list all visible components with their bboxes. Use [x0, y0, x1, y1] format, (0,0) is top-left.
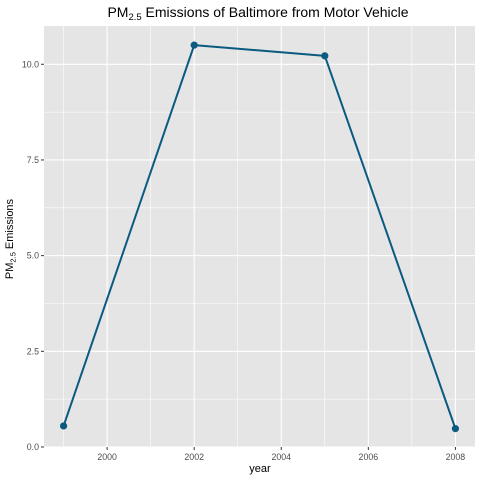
data-point	[451, 425, 460, 433]
series-emissions	[59, 41, 460, 433]
y-tick-label: 10.0	[22, 59, 39, 69]
y-tick-label: 5.0	[27, 251, 39, 261]
axis-ticks	[41, 63, 456, 450]
y-tick-label: 0.0	[27, 442, 39, 452]
y-axis-title-subscript: 2.5	[9, 252, 18, 262]
data-point	[190, 41, 198, 49]
chart-title-subscript: 2.5	[128, 12, 141, 23]
x-axis-title: year	[249, 463, 271, 475]
x-tick-label: 2004	[271, 452, 291, 462]
chart-title-rest: Emissions of Baltimore from Motor Vehicl…	[142, 4, 409, 20]
tick-labels: 2000 2002 2004 2006 2008 0.0 2.5 5.0 7.5 10.0	[22, 59, 465, 462]
chart-title-pm: PM	[107, 4, 128, 20]
y-axis-title-rest: Emissions	[4, 198, 16, 252]
x-tick-label: 2002	[184, 452, 204, 462]
x-tick-label: 2000	[97, 452, 117, 462]
series-line	[62, 44, 457, 429]
x-tick-label: 2008	[446, 452, 466, 462]
grid-lines	[44, 26, 475, 448]
x-tick-label: 2006	[359, 452, 379, 462]
y-axis-title-pm: PM	[4, 263, 16, 280]
plot-panel	[44, 26, 475, 447]
data-point	[59, 422, 68, 430]
y-tick-label: 2.5	[27, 346, 39, 356]
y-axis-title: PM2.5 Emissions	[4, 198, 18, 279]
y-tick-label: 7.5	[27, 155, 39, 165]
data-point	[321, 52, 329, 60]
chart-title: PM2.5 Emissions of Baltimore from Motor …	[107, 4, 408, 23]
